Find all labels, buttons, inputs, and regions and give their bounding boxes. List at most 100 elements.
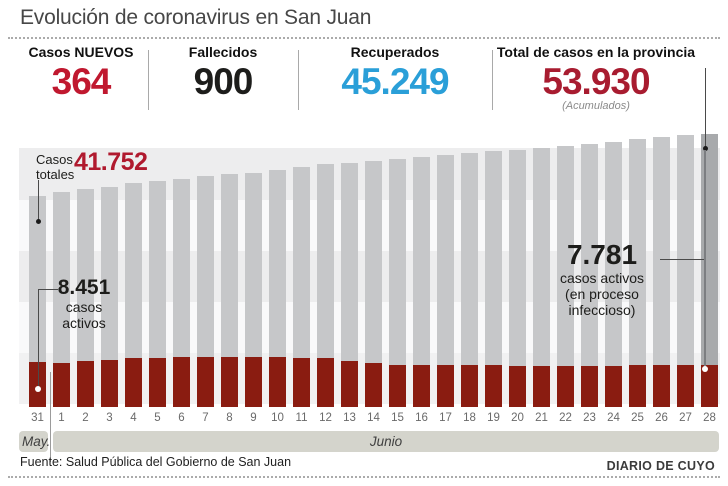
stat-box: Total de casos en la provincia 53.930 (Acu…: [492, 44, 700, 112]
total-cases-bar: [101, 186, 118, 407]
active-cases-bar: [677, 365, 694, 407]
total-cases-bar: [653, 136, 670, 407]
footer-dotted-rule: [8, 476, 720, 478]
active-cases-bar: [413, 365, 430, 407]
active-cases-bar: [365, 362, 382, 407]
x-axis-tick: 26: [655, 412, 668, 424]
active-cases-bar: [389, 364, 406, 407]
first-bar-total-value: 41.752: [74, 148, 148, 176]
stat-divider: [148, 50, 149, 110]
active-cases-bar: [629, 365, 646, 407]
stat-label: Fallecidos: [188, 44, 258, 60]
active-cases-bar: [461, 365, 478, 407]
month-divider-line: [50, 372, 51, 462]
active-cases-bar: [437, 365, 454, 407]
x-axis-tick: 12: [319, 412, 332, 424]
source-credit: Fuente: Salud Pública del Gobierno de Sa…: [20, 455, 292, 469]
x-axis-tick: 21: [535, 412, 548, 424]
x-axis-tick: 7: [202, 412, 209, 424]
stat-box: Casos NUEVOS 364: [14, 44, 148, 102]
total-cases-bar: [605, 141, 622, 407]
month-band-june: Junio: [53, 431, 719, 452]
active-cases-bar: [581, 365, 598, 407]
total-cases-bar: [53, 191, 70, 407]
x-axis-tick: 6: [178, 412, 185, 424]
total-cases-bar: [29, 195, 46, 407]
callout-line: [38, 289, 39, 388]
page-title: Evolución de coronavirus en San Juan: [20, 6, 372, 29]
header-dotted-rule: [8, 37, 720, 39]
stat-value: 53.930: [542, 61, 650, 102]
x-axis-tick: 22: [559, 412, 572, 424]
stat-value: 900: [193, 61, 254, 102]
total-cases-bar: [125, 182, 142, 407]
total-cases-bar: [437, 154, 454, 407]
x-axis-tick: 19: [487, 412, 500, 424]
x-axis-tick: 5: [154, 412, 161, 424]
stat-label: Recuperados: [350, 44, 440, 60]
x-axis-tick: 3: [106, 412, 113, 424]
x-axis-tick: 14: [367, 412, 380, 424]
active-cases-bar: [125, 358, 142, 407]
stat-divider: [298, 50, 299, 110]
active-cases-bar: [149, 358, 166, 407]
active-cases-bar: [197, 357, 214, 407]
active-cases-bar: [29, 361, 46, 407]
active-cases-bar: [701, 365, 718, 407]
x-axis-tick: 11: [295, 412, 308, 424]
callout-line: [38, 289, 58, 290]
active-cases-bar: [173, 357, 190, 407]
first-bar-total-label: Casos totales: [36, 152, 75, 182]
stat-label: Total de casos en la provincia: [496, 44, 696, 60]
total-cases-bar: [485, 150, 502, 407]
x-axis-tick: 20: [511, 412, 524, 424]
active-cases-bar: [221, 357, 238, 407]
stat-value: 364: [51, 61, 112, 102]
total-cases-bar: [293, 167, 310, 407]
callout-line: [660, 259, 705, 260]
total-cases-bar: [581, 143, 598, 407]
x-axis-tick: 13: [343, 412, 356, 424]
x-axis-tick: 25: [631, 412, 644, 424]
total-cases-bar: [365, 160, 382, 407]
month-band-may: May.: [19, 431, 50, 452]
total-cases-bar: [149, 180, 166, 407]
x-axis-tick: 4: [130, 412, 137, 424]
active-cases-bar: [605, 365, 622, 407]
active-cases-bar: [245, 357, 262, 407]
total-callout-line: [705, 68, 706, 148]
total-cases-bar: [197, 175, 214, 407]
total-cases-bar: [77, 188, 94, 407]
callout-dot: [702, 366, 708, 372]
total-cases-bar: [509, 149, 526, 407]
callout-dot: [702, 146, 708, 151]
x-axis-tick: 1: [58, 412, 65, 424]
x-axis-tick: 2: [82, 412, 89, 424]
total-cases-bar: [317, 163, 334, 407]
x-axis-tick: 9: [250, 412, 257, 424]
stat-note: (Acumulados): [562, 100, 630, 112]
x-axis-tick: 24: [607, 412, 620, 424]
stat-box: Fallecidos 900: [150, 44, 296, 102]
x-axis-tick: 17: [439, 412, 452, 424]
active-cases-bar: [557, 365, 574, 407]
callout-dot: [36, 219, 41, 224]
publisher-credit: DIARIO DE CUYO: [606, 459, 715, 473]
total-cases-bar: [557, 145, 574, 407]
active-cases-end-annotation: 7.781 casos activos (en proceso infeccio…: [559, 239, 645, 319]
active-cases-bar: [341, 360, 358, 407]
active-cases-bar: [509, 365, 526, 407]
active-cases-bar: [101, 359, 118, 407]
x-axis-tick: 16: [415, 412, 428, 424]
total-cases-bar: [245, 172, 262, 407]
callout-line: [38, 180, 39, 221]
stat-value: 45.249: [341, 61, 449, 102]
active-cases-bar: [653, 365, 670, 407]
x-axis-tick: 23: [583, 412, 596, 424]
x-axis-tick: 28: [703, 412, 716, 424]
x-axis-tick: 15: [391, 412, 404, 424]
total-cases-bar: [389, 158, 406, 407]
total-cases-bar: [221, 173, 238, 407]
active-cases-bar: [485, 365, 502, 407]
